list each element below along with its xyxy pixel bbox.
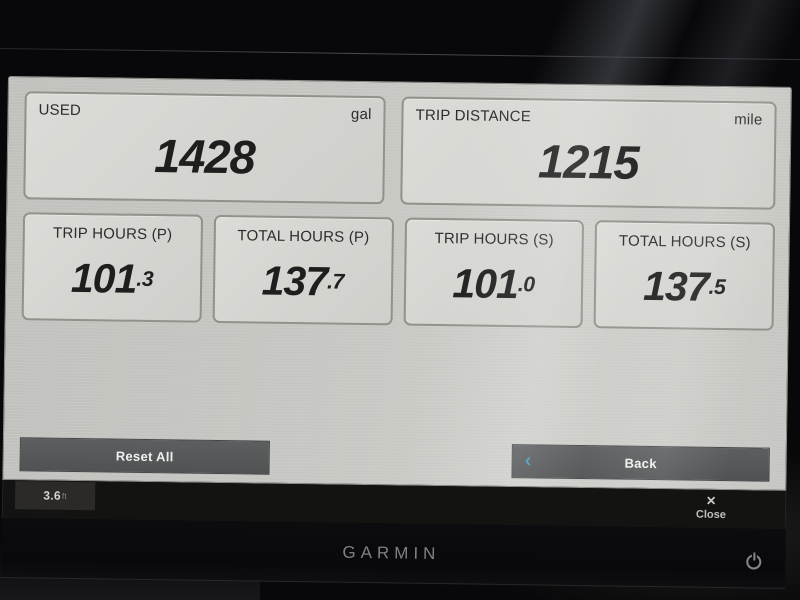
trip-data-page: USED gal 1428 TRIP DISTANCE mile 1215 TR…: [2, 76, 792, 491]
gauge-total-hours-starboard: TOTAL HOURS (S) 137.5: [593, 220, 776, 331]
gauge-value: 137.5: [642, 262, 726, 310]
reset-all-button[interactable]: Reset All: [19, 437, 270, 475]
gauge-trip-distance: TRIP DISTANCE mile 1215: [400, 96, 777, 210]
depth-unit: ft: [61, 491, 68, 501]
depth-overlay[interactable]: 3.6 ft: [14, 481, 96, 511]
small-gauge-row: TRIP HOURS (P) 101.3 TOTAL HOURS (P) 137…: [21, 212, 776, 331]
back-button[interactable]: ‹ Back: [511, 444, 770, 482]
close-icon: ×: [706, 492, 716, 510]
gauge-fuel-used: USED gal 1428: [23, 91, 386, 205]
chevron-left-icon: ‹: [524, 449, 532, 472]
gauge-value: 101.0: [452, 260, 535, 308]
close-button[interactable]: × Close: [691, 492, 731, 522]
gauge-value: 1428: [153, 129, 256, 184]
garmin-logo: GARMIN: [342, 542, 441, 564]
button-row: Reset All ‹ Back: [19, 437, 771, 482]
gauge-value: 137.7: [261, 257, 345, 305]
garmin-chartplotter: USED gal 1428 TRIP DISTANCE mile 1215 TR…: [0, 76, 792, 589]
close-label: Close: [695, 508, 727, 522]
back-button-label: Back: [624, 455, 657, 471]
gauge-total-hours-port: TOTAL HOURS (P) 137.7: [212, 214, 394, 326]
large-gauge-row: USED gal 1428 TRIP DISTANCE mile 1215: [23, 91, 777, 210]
gauge-value: 101.3: [70, 254, 154, 302]
power-icon[interactable]: [746, 554, 762, 570]
gauge-value: 1215: [537, 134, 640, 189]
gauge-trip-hours-port: TRIP HOURS (P) 101.3: [21, 212, 203, 323]
gauge-trip-hours-starboard: TRIP HOURS (S) 101.0: [403, 217, 585, 329]
depth-value: 3.6: [43, 488, 62, 503]
device-bezel: GARMIN: [0, 517, 786, 589]
